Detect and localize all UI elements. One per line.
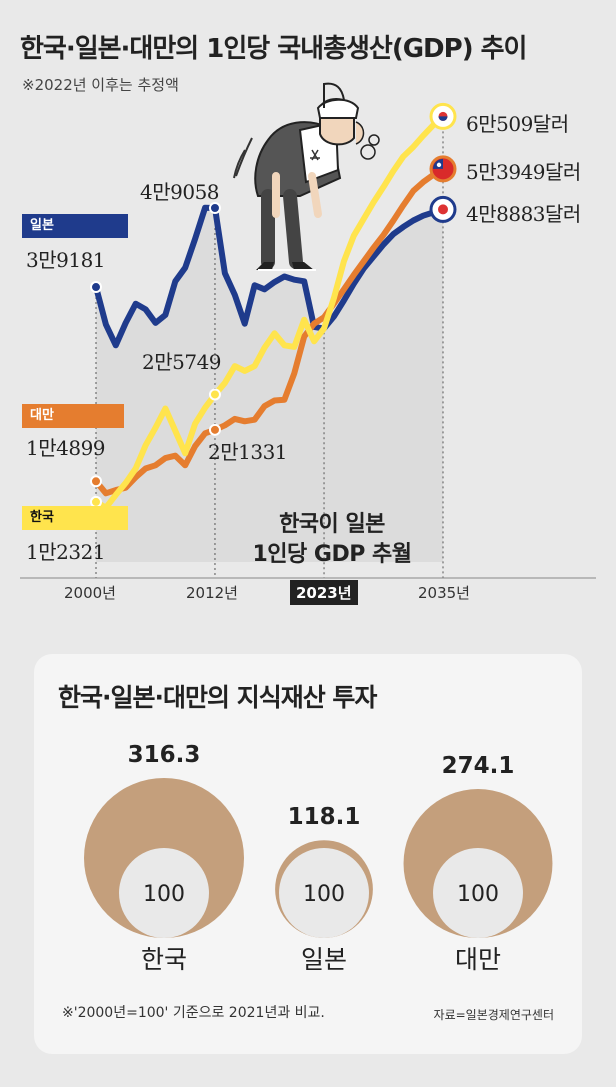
ip-category-1: 일본 bbox=[301, 945, 347, 974]
taiwan-flag-sun bbox=[436, 162, 442, 168]
korea-point-2012 bbox=[208, 388, 221, 401]
taiwan-end-value: 5만3949달러 bbox=[466, 160, 581, 184]
korea-series-line bbox=[93, 113, 446, 511]
exhausted-runner-illustration bbox=[233, 82, 380, 271]
x-label-2000: 2000년 bbox=[64, 584, 116, 602]
overtake-annotation: 한국이 일본 1인당 GDP 추월 bbox=[232, 510, 432, 570]
ip-investment-panel: 한국·일본·대만의 지식재산 투자 100 316.3 한국 100 118.1 일본 10… bbox=[34, 654, 582, 1054]
ip-footnote: ※'2000년=100' 기준으로 2021년과 비교. bbox=[62, 1005, 325, 1021]
japan-area-fill bbox=[96, 207, 443, 562]
korea-end-value: 6만509달러 bbox=[466, 112, 569, 136]
ip-category-0: 한국 bbox=[141, 945, 187, 974]
taiwan-series-line bbox=[93, 165, 446, 497]
overtake-line-2: 1인당 GDP 추월 bbox=[252, 542, 412, 567]
x-label-2035: 2035년 bbox=[418, 584, 470, 602]
taiwan-point-2000 bbox=[90, 475, 102, 488]
ip-base-bubble-2 bbox=[433, 848, 523, 938]
korea-2012-value: 2만5749 bbox=[142, 350, 222, 374]
taiwan-series-tag: 대만 bbox=[22, 404, 124, 428]
japan-end-value: 4만8883달러 bbox=[466, 202, 581, 226]
ip-category-2: 대만 bbox=[455, 945, 501, 974]
ip-base-bubble-0 bbox=[119, 848, 209, 938]
taiwan-start-value: 1만4899 bbox=[26, 436, 106, 460]
ip-bubble-chart: 100 316.3 한국 100 118.1 일본 100 274.1 대만 bbox=[84, 742, 553, 974]
ip-value-1: 118.1 bbox=[288, 804, 361, 830]
ip-value-2: 274.1 bbox=[442, 753, 515, 779]
japan-point-2012 bbox=[208, 202, 221, 214]
ip-base-value-0: 100 bbox=[143, 882, 185, 907]
x-label-2023: 2023년 bbox=[290, 580, 358, 605]
x-label-2012: 2012년 bbox=[186, 584, 238, 602]
korea-flag-taegeuk-blue bbox=[438, 116, 448, 121]
gdp-line-chart bbox=[20, 82, 596, 579]
japan-2012-value: 4만9058 bbox=[140, 180, 220, 204]
ip-base-bubble-1 bbox=[279, 848, 369, 938]
japan-point-2000 bbox=[90, 281, 102, 294]
taiwan-point-2012 bbox=[208, 423, 221, 436]
japan-flag-sun bbox=[438, 204, 448, 215]
korea-series-tag: 한국 bbox=[22, 506, 128, 530]
ip-panel-title: 한국·일본·대만의 지식재산 투자 bbox=[58, 683, 377, 712]
ip-base-value-2: 100 bbox=[457, 882, 499, 907]
taiwan-2012-value: 2만1331 bbox=[208, 440, 288, 464]
japan-start-value: 3만9181 bbox=[26, 248, 106, 272]
korea-start-value: 1만2321 bbox=[26, 540, 106, 564]
estimate-note: ※2022년 이후는 추정액 bbox=[22, 76, 179, 94]
japan-series-tag: 일본 bbox=[22, 214, 128, 238]
japan-series-line bbox=[93, 204, 446, 349]
page-title: 한국·일본·대만의 1인당 국내총생산(GDP) 추이 bbox=[20, 34, 527, 64]
ip-source: 자료=일본경제연구센터 bbox=[433, 1008, 554, 1022]
overtake-line-1: 한국이 일본 bbox=[279, 512, 385, 537]
ip-base-value-1: 100 bbox=[303, 882, 345, 907]
ip-value-0: 316.3 bbox=[128, 742, 201, 768]
